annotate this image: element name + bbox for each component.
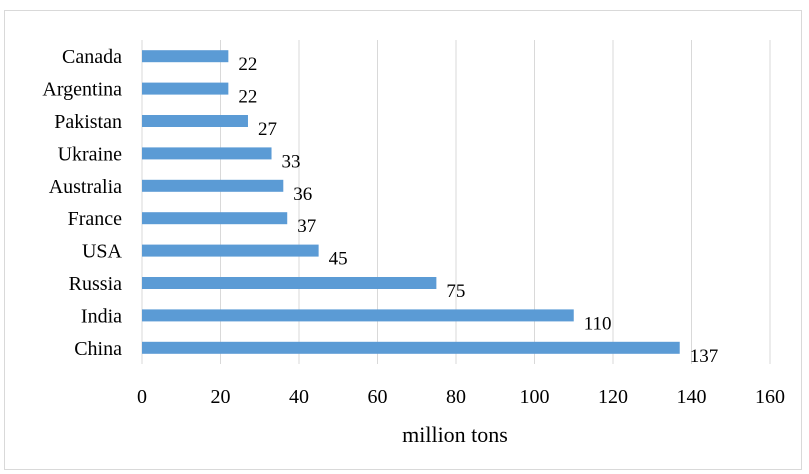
bar-argentina [142, 83, 228, 95]
category-label: China [74, 338, 122, 360]
x-tick-label: 40 [289, 386, 309, 408]
bar-pakistan [142, 115, 248, 127]
x-axis-title: million tons [402, 422, 508, 447]
bar-france [142, 212, 287, 224]
x-tick-label: 140 [677, 386, 707, 408]
category-labels: Canada Argentina Pakistan Ukraine Australia F… [42, 46, 122, 360]
category-label: Ukraine [58, 143, 123, 165]
x-tick-label: 120 [598, 386, 628, 408]
x-tick-label: 160 [755, 386, 785, 408]
data-label: 37 [297, 216, 316, 237]
category-label: Argentina [42, 79, 122, 101]
data-label: 22 [238, 54, 257, 75]
x-tick-label: 20 [211, 386, 231, 408]
bar-usa [142, 245, 319, 257]
bar-australia [142, 180, 283, 192]
data-label: 27 [258, 119, 277, 140]
category-label: Russia [69, 273, 122, 295]
category-label: France [68, 208, 123, 230]
data-label: 45 [329, 249, 348, 270]
x-tick-label: 100 [520, 386, 550, 408]
data-label: 36 [293, 184, 312, 205]
x-tick-label: 0 [137, 386, 147, 408]
data-label: 110 [584, 313, 612, 334]
category-label: Pakistan [54, 111, 122, 133]
data-label: 137 [690, 346, 719, 367]
bar-china [142, 342, 680, 354]
data-label: 75 [446, 281, 465, 302]
bar-russia [142, 277, 436, 289]
x-tick-labels: 0 20 40 60 80 100 120 140 160 [137, 386, 785, 408]
data-label: 22 [238, 87, 257, 108]
category-label: India [81, 305, 122, 327]
category-label: Canada [62, 46, 122, 68]
bar-ukraine [142, 147, 272, 159]
category-label: Australia [49, 176, 122, 198]
bar-canada [142, 50, 228, 62]
x-tick-label: 60 [368, 386, 388, 408]
data-label: 33 [282, 151, 301, 172]
bars [142, 50, 680, 354]
bar-india [142, 309, 574, 321]
category-label: USA [82, 241, 123, 263]
x-tick-label: 80 [446, 386, 466, 408]
